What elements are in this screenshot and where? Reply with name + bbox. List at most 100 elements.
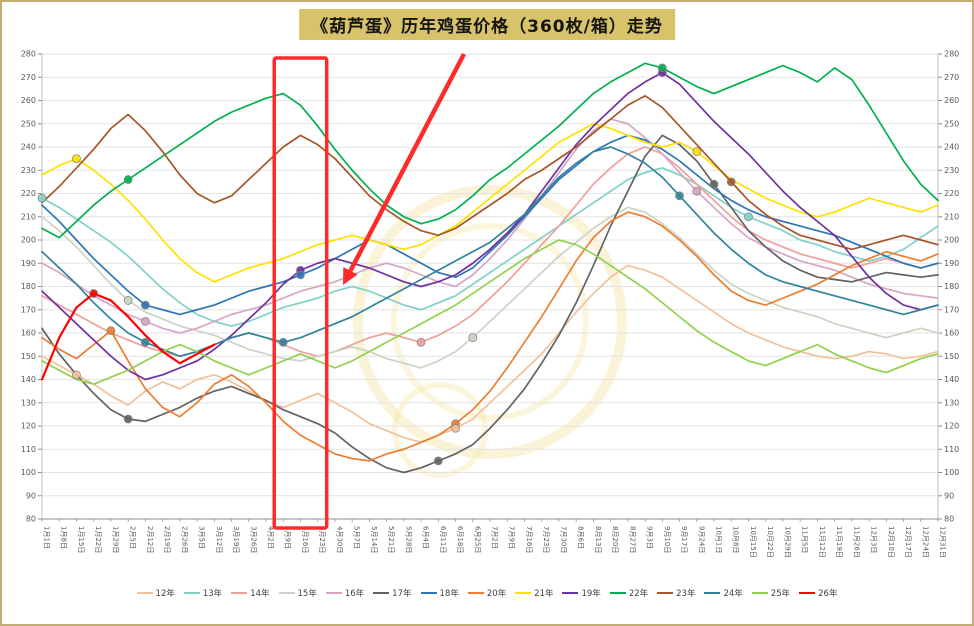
data-point-marker [72,370,81,380]
y-tick-label: 270 [21,73,36,82]
y-tick-label: 120 [21,422,36,431]
legend-label: 16年 [344,589,365,599]
legend-label: 15年 [297,589,317,599]
legend-swatch [799,592,816,594]
x-tick-label: 8月13日 [594,526,602,553]
x-tick-label: 10月29日 [783,526,791,558]
x-tick-label: 5月14日 [370,526,378,553]
x-tick-label: 10月1日 [715,526,723,553]
legend-item-19年: 19年 [562,587,601,599]
series-line-25年 [41,239,939,385]
x-tick-label: 7月9日 [508,526,516,549]
series-line-22年 [41,62,939,239]
legend-item-15年: 15年 [278,587,317,599]
y-tick-label: 260 [21,96,36,105]
y-tick-label: 80 [26,515,36,524]
data-point-marker [709,179,719,189]
data-point-marker [123,414,133,424]
legend-label: 17年 [392,589,412,599]
x-tick-label: 6月4日 [422,526,430,549]
y-tick-label: 170 [944,305,959,314]
y-tick-label: 160 [21,329,36,338]
y-tick-label: 280 [21,50,36,59]
legend-swatch [183,592,200,594]
y-tick-label: 140 [944,375,959,384]
y-tick-label: 110 [21,445,36,454]
y-tick-label: 160 [944,329,959,338]
data-point-marker [89,289,99,298]
x-tick-label: 6月25日 [473,526,481,553]
y-tick-label: 80 [944,515,954,524]
series-line-26年 [40,292,216,381]
y-tick-label: 280 [944,50,959,59]
legend-item-20年: 20年 [467,587,506,599]
chart-legend: 12年 13年 14年 15年 16年 17年 18年 20年 21年 19年 22年 23年 24年 2… [2,587,972,599]
x-axis-labels: 1月1日 1月8日 1月15日 1月22日 1月29日 2月5日 2月12日 2月19日 2月2… [41,519,947,558]
y-tick-label: 100 [944,468,959,477]
x-tick-label: 3月5日 [198,526,206,549]
x-tick-label: 2月5日 [129,526,137,549]
x-tick-label: 2月19日 [163,526,171,553]
x-tick-label: 12月3日 [870,526,878,553]
x-tick-label: 12月10日 [887,526,895,558]
y-tick-label: 260 [944,96,959,105]
data-point-marker [416,337,426,347]
y-tick-label: 250 [944,119,959,128]
x-tick-label: 9月17日 [680,526,688,553]
legend-swatch [704,592,721,594]
x-tick-label: 11月12日 [818,526,826,558]
legend-label: 18年 [439,589,459,599]
x-tick-label: 3月26日 [249,526,257,553]
x-tick-label: 9月3日 [646,526,654,549]
data-point-marker [451,423,460,433]
series-line-20年 [41,211,939,462]
series-line-21年 [41,122,939,283]
legend-label: 24年 [723,589,743,599]
legend-item-17年: 17年 [373,587,412,599]
x-tick-label: 4月30日 [335,526,343,553]
x-tick-label: 5月21日 [387,526,395,553]
y-tick-label: 130 [21,398,36,407]
legend-item-23年: 23年 [657,587,695,599]
x-tick-label: 7月30日 [559,526,567,553]
legend-item-18年: 18年 [420,587,459,599]
y-tick-label: 150 [944,352,959,361]
x-tick-label: 7月16日 [525,526,533,553]
y-tick-label: 220 [21,189,36,198]
x-tick-label: 10月22日 [766,526,774,558]
x-tick-label: 5月7日 [353,526,361,549]
data-point-marker [140,316,150,326]
data-point-marker [675,191,684,201]
legend-label: 26年 [818,589,838,599]
y-axis-labels: 80 80 90 90 100 100 110 110 120 120 130 130 140 140 15… [21,50,960,524]
legend-item-12年: 12年 [136,587,175,599]
legend-swatch [467,592,484,594]
data-point-markers [37,63,753,466]
x-tick-label: 9月10日 [663,526,671,553]
legend-item-26年: 26年 [799,587,837,599]
series-line-12年 [41,264,939,444]
x-tick-label: 10月8日 [732,526,740,553]
legend-swatch [609,592,626,594]
y-tick-label: 120 [944,422,959,431]
x-tick-label: 7月23日 [542,526,550,553]
data-point-marker [278,337,288,347]
legend-label: 25年 [770,589,791,599]
y-tick-label: 180 [21,282,36,291]
x-tick-label: 4月16日 [301,526,309,553]
y-tick-label: 190 [944,259,959,268]
legend-swatch [657,592,674,594]
legend-label: 19年 [581,589,601,599]
x-tick-label: 6月11日 [439,526,447,553]
x-tick-label: 4月9日 [284,526,292,549]
data-point-marker [37,193,47,203]
highlight-box [272,56,329,530]
legend-label: 13年 [202,589,223,599]
annotation-arrow [343,52,466,285]
y-tick-label: 200 [944,236,959,245]
x-tick-label: 9月24日 [697,526,705,553]
y-tick-label: 230 [21,166,36,175]
data-point-marker [106,326,116,336]
x-tick-label: 1月22日 [94,526,102,553]
